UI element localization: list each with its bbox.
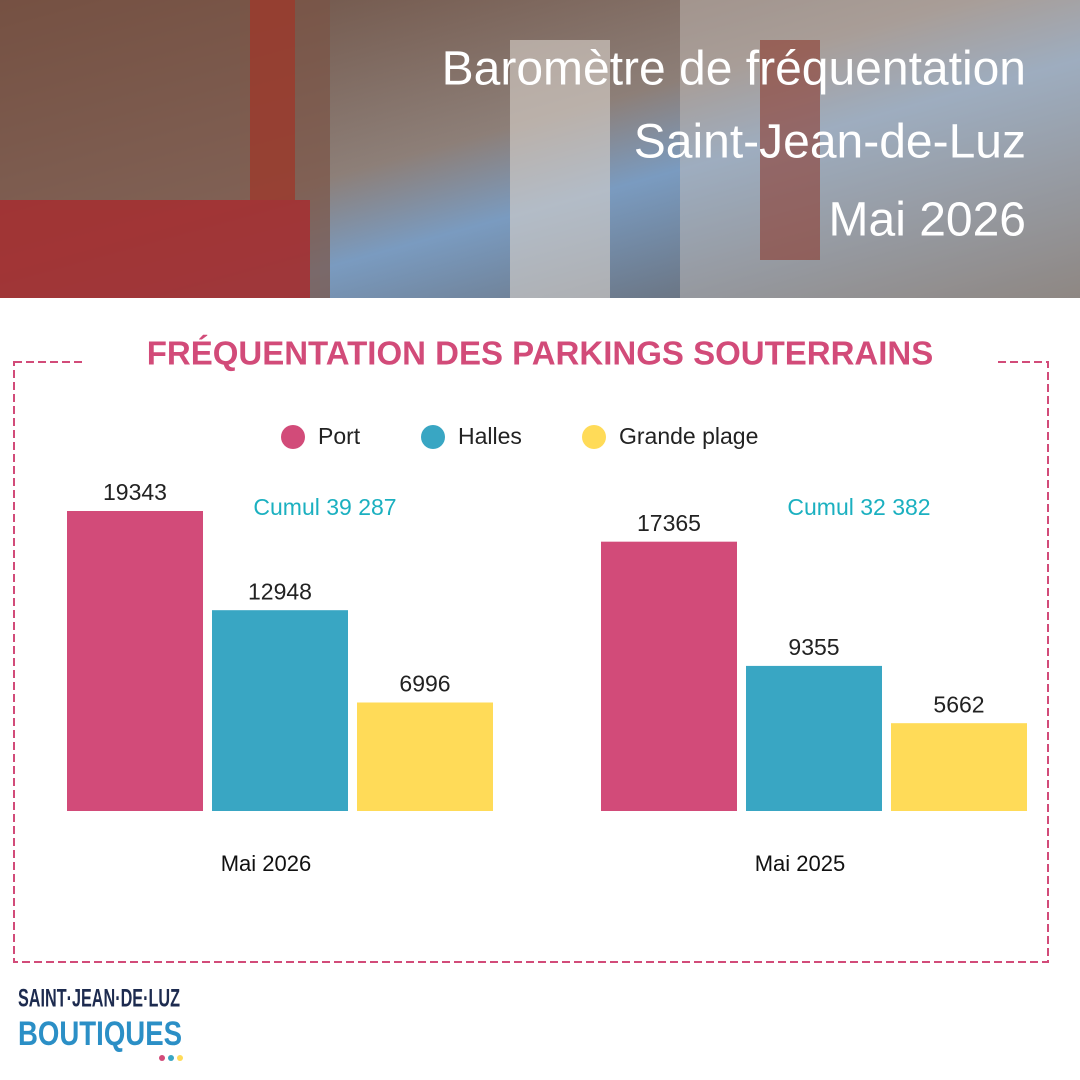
chart-title: FRÉQUENTATION DES PARKINGS SOUTERRAINS <box>147 335 934 372</box>
logo-line1: SAINT·JEAN·DE·LUZ <box>18 985 180 1013</box>
legend-swatch <box>582 425 606 449</box>
header-title: Baromètre de fréquentation <box>442 43 1026 96</box>
bar <box>746 665 882 811</box>
bar <box>67 511 203 811</box>
logo-line2: BOUTIQUES <box>18 1015 182 1053</box>
legend-swatch <box>281 425 305 449</box>
header-city: Saint-Jean-de-Luz <box>634 116 1026 169</box>
legend-label: Halles <box>458 423 522 449</box>
bar <box>357 702 493 811</box>
header-period: Mai 2026 <box>829 194 1026 247</box>
bar <box>212 610 348 811</box>
annotation: Cumul 32 382 <box>787 494 930 520</box>
value-label: 6996 <box>399 671 450 697</box>
value-label: 9355 <box>788 634 839 660</box>
value-label: 5662 <box>933 691 984 717</box>
logo: SAINT·JEAN·DE·LUZ BOUTIQUES <box>18 985 183 1061</box>
value-label: 19343 <box>103 479 167 505</box>
legend-swatch <box>421 425 445 449</box>
value-label: 17365 <box>637 510 701 536</box>
bar <box>601 541 737 811</box>
header-photo <box>0 0 1080 298</box>
chart: Port Halles Grande plage 19343 12948 6996 Mai … <box>67 423 1027 876</box>
frame-gap <box>84 340 996 380</box>
bar <box>891 723 1027 811</box>
legend-label: Port <box>318 423 361 449</box>
value-label: 12948 <box>248 578 312 604</box>
legend-label: Grande plage <box>619 423 758 449</box>
category-label: Mai 2026 <box>221 851 312 876</box>
annotation: Cumul 39 287 <box>253 494 396 520</box>
category-label: Mai 2025 <box>755 851 846 876</box>
